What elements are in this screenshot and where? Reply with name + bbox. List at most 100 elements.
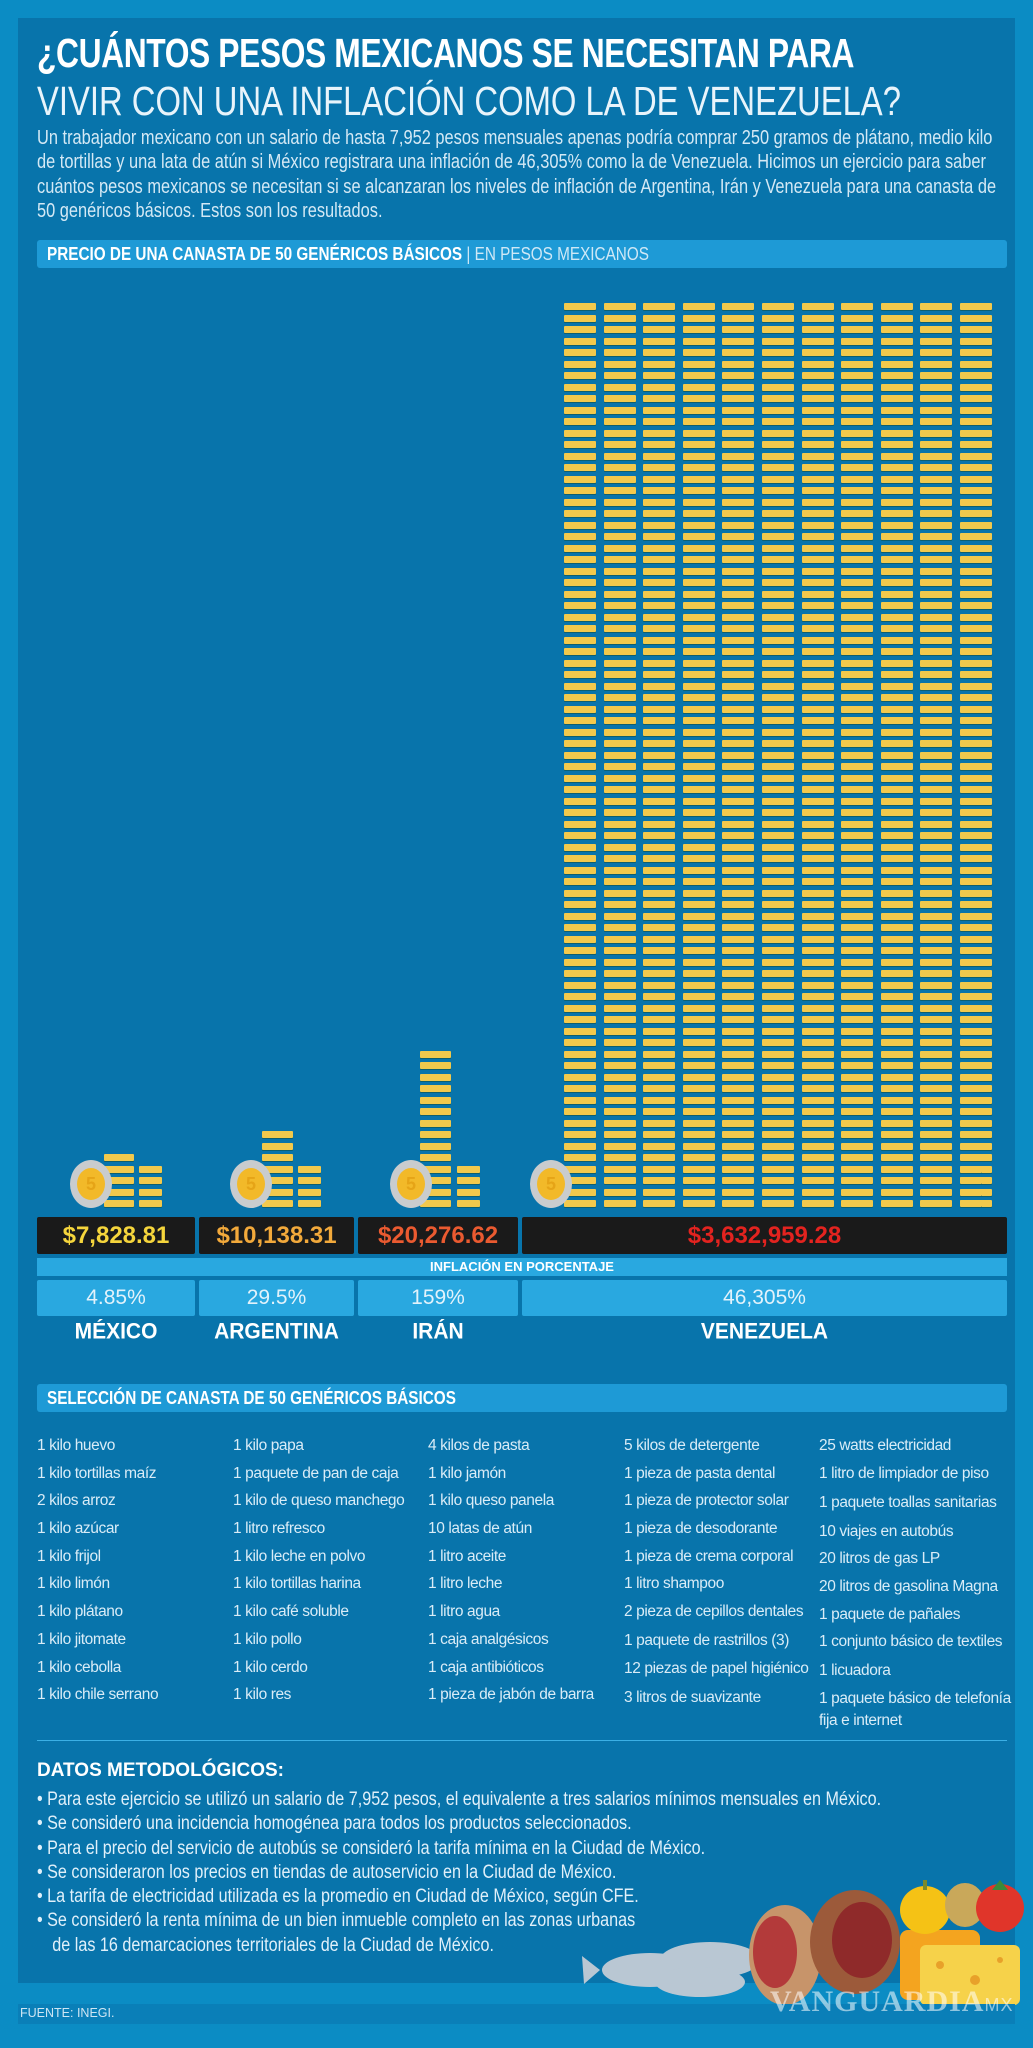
coin-venezuela — [920, 671, 953, 678]
coin-venezuela — [920, 579, 953, 586]
coin-venezuela — [801, 475, 834, 483]
coin-venezuela — [960, 372, 992, 379]
basket-item: 1 conjunto básico de textiles — [819, 1633, 1003, 1651]
coin-venezuela — [841, 786, 874, 793]
coin-venezuela — [762, 705, 794, 713]
coin-venezuela — [801, 349, 834, 356]
coin-venezuela — [762, 671, 794, 678]
coin-venezuela — [841, 395, 874, 402]
coin-venezuela — [960, 1188, 982, 1196]
coin-venezuela — [920, 717, 953, 724]
coin-venezuela — [801, 774, 834, 782]
coin-venezuela — [920, 682, 953, 690]
coin-venezuela — [762, 1177, 794, 1184]
coin-icon-venezuela: 5 — [530, 1160, 572, 1208]
basket-column: 1 kilo papa 1 paquete de pan de caja 1 kil… — [233, 1432, 429, 1709]
coin-venezuela — [682, 406, 715, 414]
coin-venezuela — [722, 935, 755, 943]
coin-venezuela — [682, 556, 715, 563]
coin-venezuela — [603, 372, 636, 379]
coin-venezuela — [603, 970, 636, 977]
coin-venezuela — [722, 337, 755, 345]
coin-venezuela — [603, 1073, 636, 1081]
coin-venezuela — [603, 498, 636, 506]
coin-venezuela — [801, 1062, 834, 1069]
coin-venezuela — [801, 429, 834, 437]
coin-venezuela — [801, 1165, 834, 1173]
coin-venezuela — [564, 602, 596, 609]
coin-venezuela — [841, 924, 874, 931]
coin-mexico — [139, 1165, 162, 1173]
food-illustration — [582, 1880, 1024, 2005]
coin-venezuela — [722, 820, 755, 828]
coin-venezuela — [564, 314, 596, 322]
coin-venezuela — [762, 1188, 794, 1196]
coin-venezuela — [682, 625, 715, 632]
coin-venezuela — [643, 372, 676, 379]
coin-venezuela — [564, 475, 596, 483]
coin-venezuela — [920, 935, 953, 943]
coin-venezuela — [603, 763, 636, 770]
coin-venezuela — [960, 832, 992, 839]
coin-venezuela — [762, 1050, 794, 1058]
coin-venezuela — [643, 935, 676, 943]
coin-venezuela — [682, 1073, 715, 1081]
coin-venezuela — [564, 579, 596, 586]
coin-venezuela — [603, 1050, 636, 1058]
coin-venezuela — [880, 1039, 913, 1046]
coin-venezuela — [564, 613, 596, 621]
coin-venezuela — [762, 1142, 794, 1150]
coin-venezuela — [564, 1154, 596, 1161]
coin-venezuela — [960, 820, 992, 828]
coin-venezuela — [722, 418, 755, 425]
coin-venezuela — [564, 1073, 596, 1081]
coin-venezuela — [682, 383, 715, 391]
coin-venezuela — [801, 326, 834, 333]
coin-venezuela — [762, 521, 794, 529]
methodology-bullet: de las 16 demarcaciones territoriales de… — [52, 1934, 494, 1956]
coin-venezuela — [682, 636, 715, 644]
coin-venezuela — [682, 774, 715, 782]
main-panel — [18, 18, 1015, 1983]
inflation-mexico: 4.85% — [37, 1280, 195, 1316]
basket-item: 1 caja antibióticos — [428, 1658, 544, 1676]
basket-column: 5 kilos de detergente 1 pieza de pasta de… — [624, 1432, 820, 1712]
basket-item: 1 kilo café soluble — [233, 1603, 349, 1621]
coin-venezuela — [920, 498, 953, 506]
coin-venezuela — [880, 659, 913, 667]
coin-venezuela — [801, 303, 834, 310]
coin-venezuela — [880, 314, 913, 322]
coin-venezuela — [801, 395, 834, 402]
coin-venezuela — [920, 889, 953, 897]
coin-venezuela — [880, 452, 913, 460]
coin-venezuela — [564, 429, 596, 437]
coin-venezuela — [920, 1188, 953, 1196]
coin-venezuela — [801, 1131, 834, 1138]
coin-venezuela — [643, 383, 676, 391]
coin-venezuela — [603, 935, 636, 943]
coin-venezuela — [603, 1027, 636, 1035]
coin-venezuela — [841, 993, 874, 1000]
coin-venezuela — [603, 360, 636, 368]
coin-venezuela — [841, 418, 874, 425]
basket-item: 1 kilo jamón — [428, 1464, 506, 1482]
coin-venezuela — [564, 1200, 596, 1207]
coin-stack-chart: 5 5 5 5 — [70, 303, 992, 1208]
coin-venezuela — [960, 544, 992, 552]
coin-venezuela — [841, 682, 874, 690]
coin-venezuela — [722, 567, 755, 575]
coin-venezuela — [920, 1016, 953, 1023]
chart-section-header: PRECIO DE UNA CANASTA DE 50 GENÉRICOS BÁ… — [37, 240, 1007, 268]
coin-venezuela — [841, 567, 874, 575]
coin-venezuela — [643, 590, 676, 598]
coin-venezuela — [643, 1016, 676, 1023]
coin-venezuela — [682, 1085, 715, 1092]
coin-venezuela — [960, 395, 992, 402]
coin-venezuela — [960, 763, 992, 770]
coin-venezuela — [643, 694, 676, 701]
coin-venezuela — [722, 1027, 755, 1035]
methodology-list: • Para este ejercicio se utilizó un sala… — [37, 1788, 972, 1958]
basket-item: 1 caja analgésicos — [428, 1630, 549, 1648]
coin-venezuela — [682, 441, 715, 448]
coin-venezuela — [682, 728, 715, 736]
